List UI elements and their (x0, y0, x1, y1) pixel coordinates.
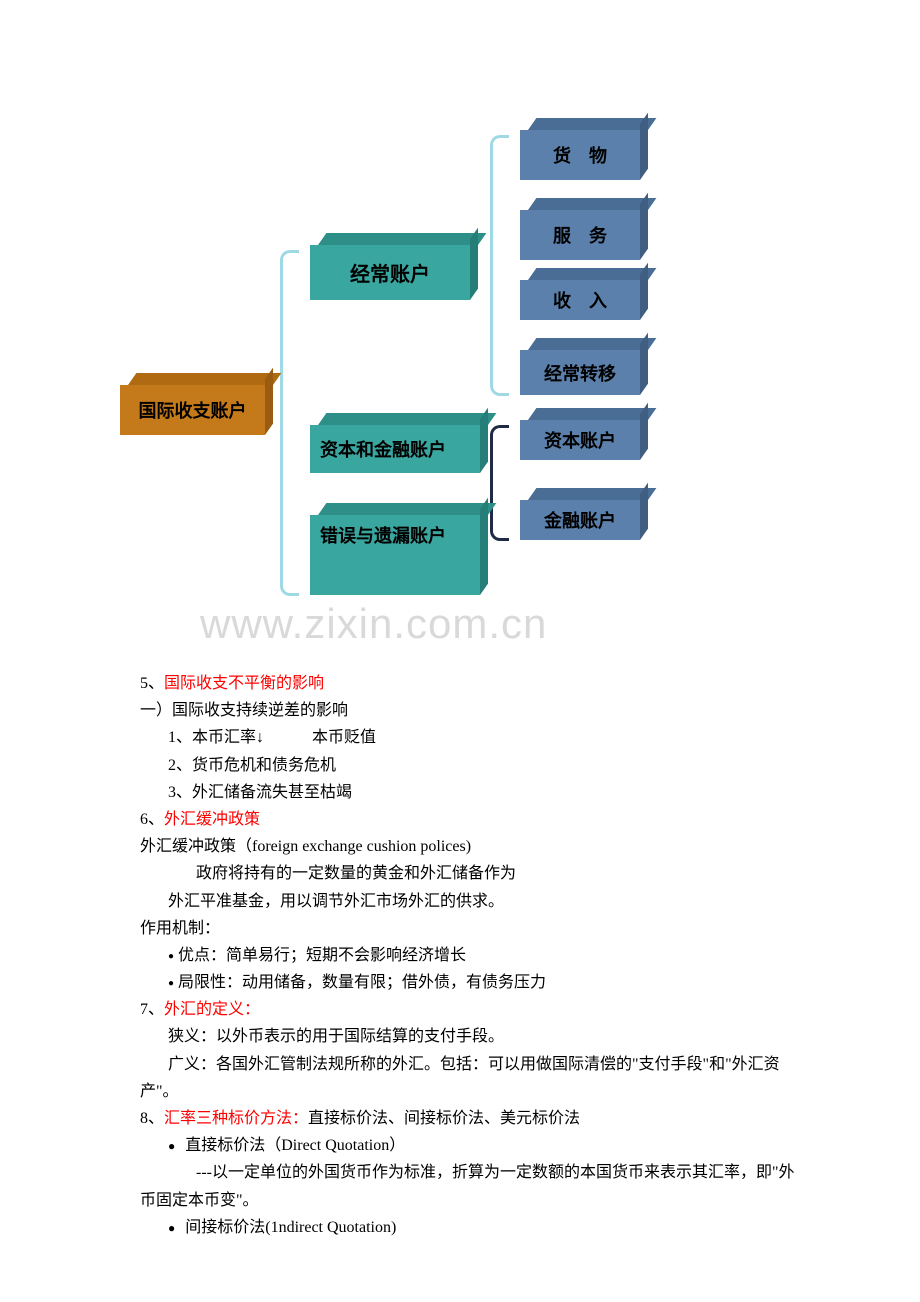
document-body: 5、国际收支不平衡的影响 一）国际收支持续逆差的影响 1、本币汇率↓ 本币贬值 … (140, 670, 860, 1241)
p: 狭义：以外币表示的用于国际结算的支付手段。 (140, 1023, 860, 1050)
brace-root (280, 250, 299, 596)
bullet: 局限性：动用储备，数量有限；借外债，有债务压力 (140, 969, 860, 996)
node-capital-financial-account: 资本和金融账户 (310, 425, 480, 473)
node-label: 错误与遗漏账户 (320, 523, 446, 550)
node-label: 资本账户 (544, 427, 616, 453)
node-income: 收 入 (520, 280, 640, 320)
node-label: 收 入 (553, 287, 607, 313)
section-5-heading: 国际收支不平衡的影响 (164, 675, 324, 692)
node-label: 资本和金融账户 (320, 436, 446, 462)
p: 外汇平准基金，用以调节外汇市场外汇的供求。 (140, 888, 860, 915)
p: 1、本币汇率↓ 本币贬值 (140, 724, 860, 751)
node-label: 经常账户 (350, 258, 430, 287)
brace-capital (490, 425, 509, 541)
bullet: 直接标价法（Direct Quotation） (140, 1132, 860, 1159)
p: ---以一定单位的外国货币作为标准，折算为一定数额的本国货币来表示其汇率，即"外 (140, 1159, 860, 1186)
brace-current (490, 135, 509, 396)
p: 直接标价法、间接标价法、美元标价法 (308, 1110, 580, 1127)
node-root: 国际收支账户 (120, 385, 265, 435)
section-5-title: 5、国际收支不平衡的影响 (140, 670, 860, 697)
p: 产"。 (140, 1078, 860, 1105)
p: 一）国际收支持续逆差的影响 (140, 697, 860, 724)
bullet: 优点：简单易行；短期不会影响经济增长 (140, 942, 860, 969)
p: 政府将持有的一定数量的黄金和外汇储备作为 (140, 860, 860, 887)
p: 币固定本币变"。 (140, 1187, 860, 1214)
node-capital-account: 资本账户 (520, 420, 640, 460)
bullet: 间接标价法(1ndirect Quotation) (140, 1214, 860, 1241)
node-label: 经常转移 (544, 360, 616, 386)
watermark-text: www.zixin.com.cn (200, 600, 547, 648)
node-current-transfers: 经常转移 (520, 350, 640, 395)
p: 外汇缓冲政策（foreign exchange cushion polices) (140, 833, 860, 860)
section-6-title: 6、外汇缓冲政策 (140, 806, 860, 833)
section-7-title: 7、外汇的定义： (140, 996, 860, 1023)
node-label: 金融账户 (544, 507, 616, 533)
p: 作用机制： (140, 915, 860, 942)
document-page: 国际收支账户 经常账户 资本和金融账户 错误与遗漏账户 货 物 服 务 收 入 (0, 0, 920, 1301)
bop-hierarchy-diagram: 国际收支账户 经常账户 资本和金融账户 错误与遗漏账户 货 物 服 务 收 入 (120, 100, 700, 620)
node-root-label: 国际收支账户 (139, 397, 247, 423)
section-8-title: 8、汇率三种标价方法：直接标价法、间接标价法、美元标价法 (140, 1105, 860, 1132)
p: 2、货币危机和债务危机 (140, 752, 860, 779)
node-current-account: 经常账户 (310, 245, 470, 300)
p: 3、外汇储备流失甚至枯竭 (140, 779, 860, 806)
node-goods: 货 物 (520, 130, 640, 180)
p: 广义：各国外汇管制法规所称的外汇。包括：可以用做国际清偿的"支付手段"和"外汇资 (140, 1051, 860, 1078)
node-label: 服 务 (553, 222, 607, 248)
node-errors-omissions: 错误与遗漏账户 (310, 515, 480, 595)
node-services: 服 务 (520, 210, 640, 260)
node-financial-account: 金融账户 (520, 500, 640, 540)
node-label: 货 物 (553, 142, 607, 168)
